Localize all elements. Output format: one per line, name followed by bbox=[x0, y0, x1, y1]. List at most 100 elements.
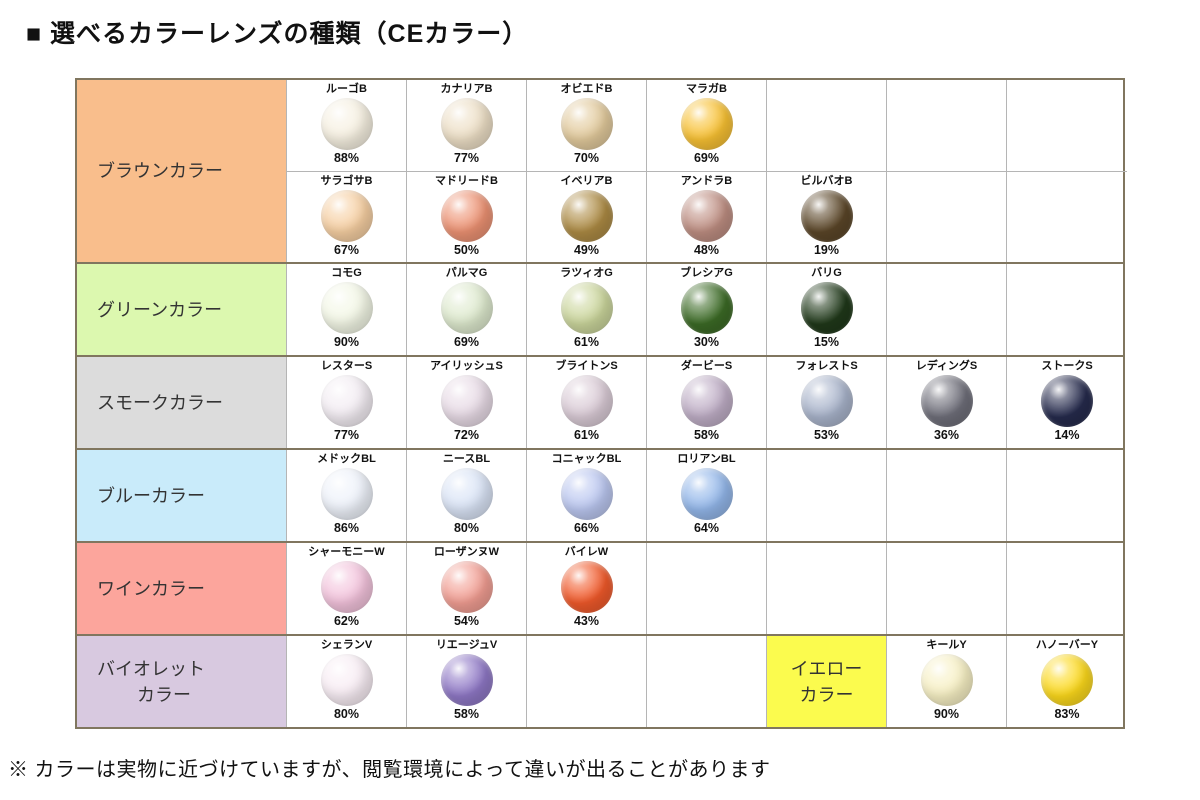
lens-cell: コモG 90% bbox=[287, 264, 407, 355]
lens-swatch bbox=[680, 190, 733, 242]
lens-percent: 58% bbox=[453, 707, 480, 721]
empty-cell bbox=[647, 543, 767, 634]
lens-name: オビエドB bbox=[560, 83, 613, 95]
lens-name: バイレW bbox=[564, 546, 609, 558]
lens-percent: 90% bbox=[333, 335, 360, 349]
lens-row: ルーゴB 88% カナリアB 77% オビエドB 70% マラガB 69% bbox=[287, 80, 1127, 171]
lens-swatch bbox=[320, 468, 373, 520]
lens-swatch bbox=[440, 654, 493, 706]
lens-name: ダービーS bbox=[680, 360, 733, 372]
lens-swatch bbox=[800, 190, 853, 242]
lens-swatch bbox=[440, 375, 493, 427]
lens-percent: 72% bbox=[453, 428, 480, 442]
lens-percent: 19% bbox=[813, 243, 840, 257]
empty-cell bbox=[887, 543, 1007, 634]
lens-percent: 48% bbox=[693, 243, 720, 257]
lens-swatch bbox=[320, 190, 373, 242]
lens-cell: ハノーバーY 83% bbox=[1007, 636, 1127, 727]
lens-swatch bbox=[320, 375, 373, 427]
lens-swatch bbox=[320, 561, 373, 613]
lens-percent: 69% bbox=[453, 335, 480, 349]
lens-name: ハノーバーY bbox=[1035, 639, 1099, 651]
lens-cell: バリG 15% bbox=[767, 264, 887, 355]
lens-swatch bbox=[320, 282, 373, 334]
lens-cell: ロリアンBL 64% bbox=[647, 450, 767, 541]
lens-swatch bbox=[440, 468, 493, 520]
lens-name: ラツィオG bbox=[560, 267, 613, 279]
lens-swatch bbox=[920, 654, 973, 706]
lens-row: シェランV 80% リエージュV 58% イエロー カラー キールY 90% ハノーバーY 83% bbox=[287, 636, 1127, 727]
category-label: スモークカラー bbox=[77, 357, 287, 448]
lens-percent: 53% bbox=[813, 428, 840, 442]
lens-percent: 64% bbox=[693, 521, 720, 535]
lens-percent: 61% bbox=[573, 428, 600, 442]
lens-percent: 77% bbox=[453, 151, 480, 165]
lens-percent: 66% bbox=[573, 521, 600, 535]
lens-swatch bbox=[680, 468, 733, 520]
lens-cell: サラゴサB 67% bbox=[287, 172, 407, 262]
category-label: バイオレット カラー bbox=[77, 636, 287, 727]
category-label-line: ブラウンカラー bbox=[97, 161, 223, 181]
empty-cell bbox=[887, 80, 1007, 171]
lens-percent: 15% bbox=[813, 335, 840, 349]
lens-percent: 90% bbox=[933, 707, 960, 721]
lens-percent: 54% bbox=[453, 614, 480, 628]
lens-name: アイリッシュS bbox=[430, 360, 503, 372]
lens-percent: 14% bbox=[1054, 428, 1080, 442]
lens-percent: 83% bbox=[1054, 707, 1080, 721]
lens-cell: ブレシアG 30% bbox=[647, 264, 767, 355]
lens-swatch bbox=[560, 468, 613, 520]
lens-cell: ルーゴB 88% bbox=[287, 80, 407, 171]
empty-cell bbox=[647, 636, 767, 727]
lens-percent: 36% bbox=[933, 428, 960, 442]
lens-name: リエージュV bbox=[435, 639, 498, 651]
lens-swatch bbox=[680, 98, 733, 150]
lens-percent: 88% bbox=[333, 151, 360, 165]
lens-percent: 58% bbox=[693, 428, 720, 442]
page-title: ■ 選べるカラーレンズの種類（CEカラー） bbox=[26, 20, 529, 48]
empty-cell bbox=[1007, 172, 1127, 262]
lens-name: シェランV bbox=[320, 639, 373, 651]
lens-cell: レスターS 77% bbox=[287, 357, 407, 448]
lens-cell: メドックBL 86% bbox=[287, 450, 407, 541]
lens-name: カナリアB bbox=[440, 83, 493, 95]
category-rows: ルーゴB 88% カナリアB 77% オビエドB 70% マラガB 69% サラゴサB 67% マド… bbox=[287, 80, 1127, 262]
category-label-line: ワインカラー bbox=[97, 578, 205, 599]
lens-cell: ストークS 14% bbox=[1007, 357, 1127, 448]
lens-name: ブライトンS bbox=[555, 360, 618, 372]
footnote: ※ カラーは実物に近づけていますが、閲覧環境によって違いが出ることがあります bbox=[8, 759, 771, 781]
lens-cell: パルマG 69% bbox=[407, 264, 527, 355]
category-label-line: ブルーカラー bbox=[97, 485, 205, 506]
lens-name: ローザンヌW bbox=[433, 546, 500, 558]
lens-name: シャーモニーW bbox=[308, 546, 385, 558]
category-label-line: スモークカラー bbox=[97, 392, 223, 413]
lens-cell: カナリアB 77% bbox=[407, 80, 527, 171]
lens-cell: マドリードB 50% bbox=[407, 172, 527, 262]
lens-swatch bbox=[320, 98, 373, 150]
lens-cell: フォレストS 53% bbox=[767, 357, 887, 448]
category-label-line: バイオレット bbox=[97, 658, 205, 679]
category-section-4: ワインカラー シャーモニーW 62% ローザンヌW 54% バイレW 43% bbox=[77, 541, 1123, 634]
lens-name: フォレストS bbox=[795, 360, 858, 372]
lens-name: アンドラB bbox=[680, 175, 733, 187]
lens-swatch bbox=[440, 282, 493, 334]
lens-cell: シェランV 80% bbox=[287, 636, 407, 727]
lens-cell: バイレW 43% bbox=[527, 543, 647, 634]
lens-name: メドックBL bbox=[317, 453, 376, 465]
lens-row: コモG 90% パルマG 69% ラツィオG 61% ブレシアG 30% バリG 15% bbox=[287, 264, 1127, 355]
category-rows: シェランV 80% リエージュV 58% イエロー カラー キールY 90% ハノーバーY 83% bbox=[287, 636, 1127, 727]
lens-percent: 70% bbox=[573, 151, 600, 165]
lens-percent: 62% bbox=[333, 614, 360, 628]
lens-name: ルーゴB bbox=[326, 83, 367, 95]
category-label-inline: イエロー カラー bbox=[767, 636, 887, 727]
lens-percent: 43% bbox=[573, 614, 600, 628]
lens-swatch bbox=[440, 561, 493, 613]
empty-cell bbox=[1007, 543, 1127, 634]
lens-percent: 61% bbox=[573, 335, 600, 349]
category-label: ブラウンカラー bbox=[77, 80, 287, 262]
lens-name: ニースBL bbox=[442, 453, 491, 465]
lens-percent: 86% bbox=[333, 521, 360, 535]
lens-row: レスターS 77% アイリッシュS 72% ブライトンS 61% ダービーS 58% フォレスト… bbox=[287, 357, 1127, 448]
lens-swatch bbox=[920, 375, 973, 427]
empty-cell bbox=[1007, 450, 1127, 541]
